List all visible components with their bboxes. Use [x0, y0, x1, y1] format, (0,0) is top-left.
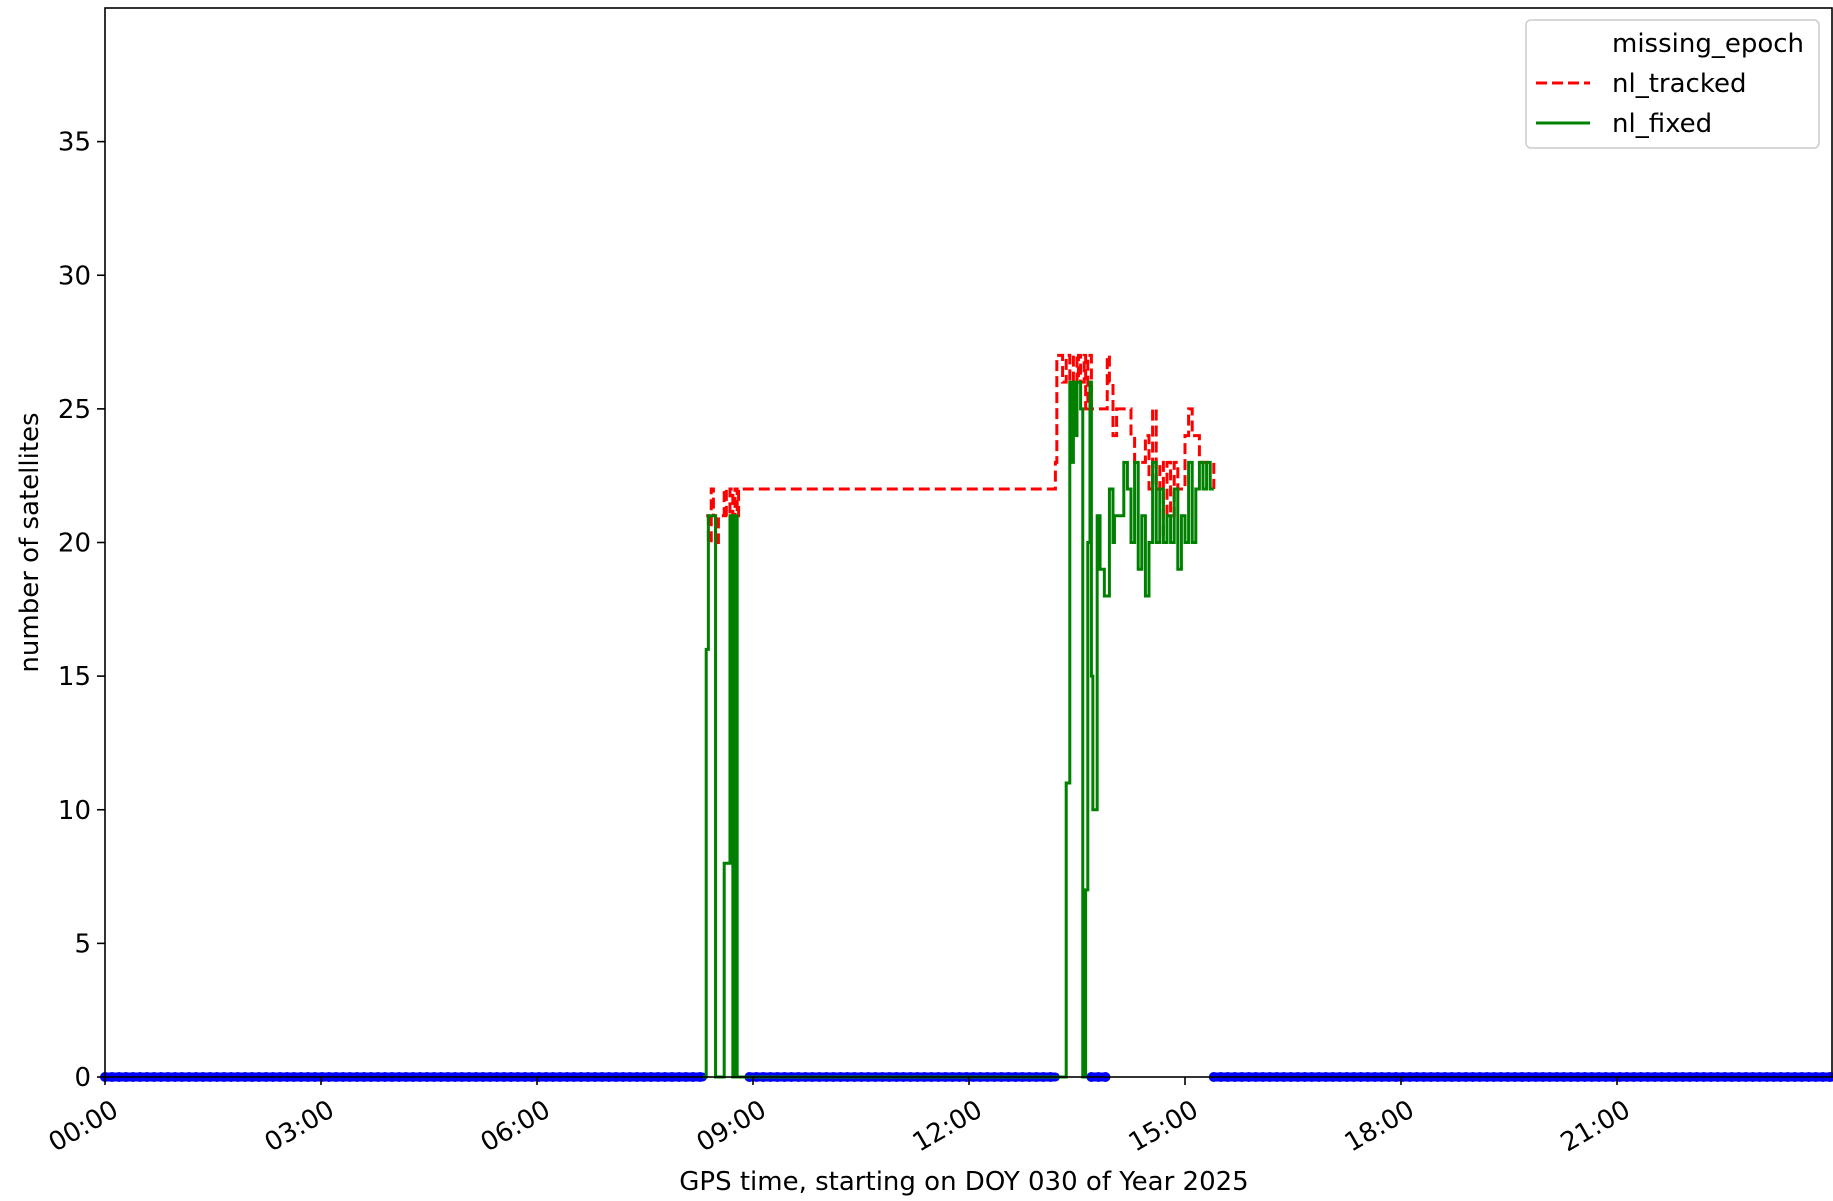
legend-box [1525, 19, 1820, 149]
y-tick-label: 0 [74, 1063, 91, 1093]
y-axis: 0 5 10 15 20 25 30 35 [58, 128, 105, 1093]
y-tick-label: 20 [58, 529, 91, 559]
x-axis-label: GPS time, starting on DOY 030 of Year 20… [679, 1167, 1248, 1197]
y-tick-label: 5 [74, 929, 91, 959]
y-tick-label: 30 [58, 261, 91, 291]
y-axis-label: number of satellites [15, 412, 45, 672]
y-tick-label: 35 [58, 128, 91, 158]
legend: missing_epoch nl_tracked nl_fixed [1525, 19, 1820, 149]
nl-tracked-line [706, 353, 1216, 544]
legend-label-missing-epoch: missing_epoch [1612, 29, 1804, 59]
legend-label-nl-tracked: nl_tracked [1612, 69, 1746, 99]
y-tick-label: 25 [58, 395, 91, 425]
y-tick-label: 15 [58, 662, 91, 692]
y-tick-label: 10 [58, 796, 91, 826]
legend-label-nl-fixed: nl_fixed [1612, 109, 1712, 139]
